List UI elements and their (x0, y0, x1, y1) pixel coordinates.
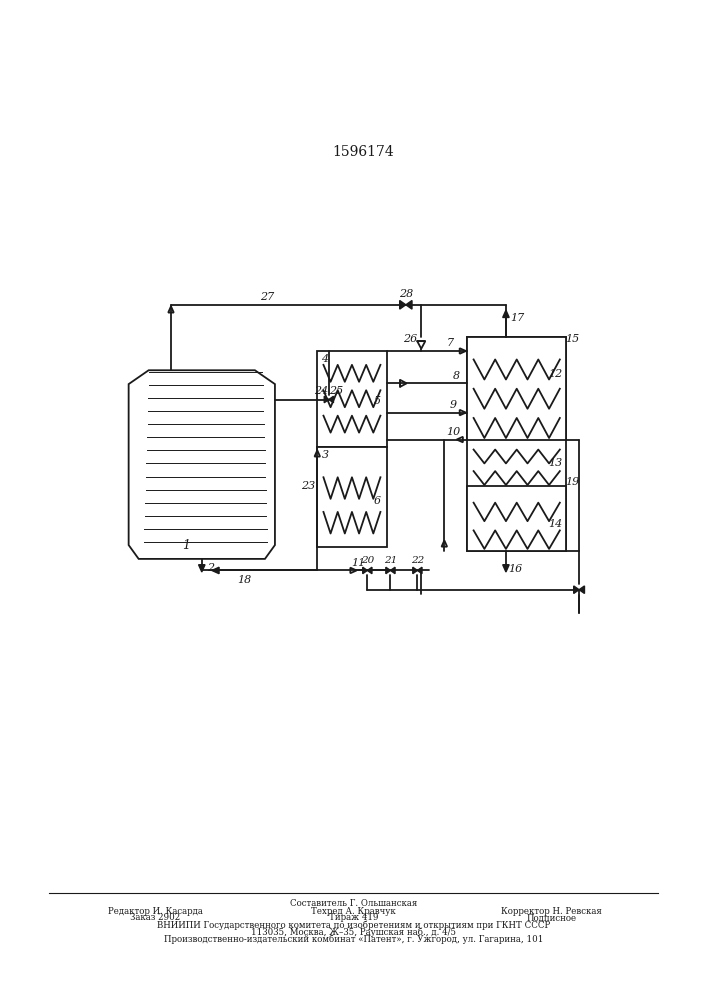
Polygon shape (325, 396, 329, 403)
Text: 4: 4 (322, 354, 329, 364)
Text: Корректор Н. Ревская: Корректор Н. Ревская (501, 906, 602, 916)
Polygon shape (363, 567, 368, 574)
Text: Составитель Г. Ольшанская: Составитель Г. Ольшанская (290, 900, 417, 908)
PathPatch shape (129, 370, 275, 559)
Text: Редактор И. Касарда: Редактор И. Касарда (108, 906, 203, 916)
Text: 26: 26 (403, 334, 418, 344)
Text: 28: 28 (399, 289, 413, 299)
Text: Техред А. Кравчук: Техред А. Кравчук (311, 906, 396, 916)
Bar (467, 486, 566, 551)
Text: 6: 6 (374, 496, 381, 506)
Text: 18: 18 (237, 575, 251, 585)
Polygon shape (503, 565, 509, 572)
Text: 15: 15 (565, 334, 579, 344)
Text: 27: 27 (260, 292, 274, 302)
Polygon shape (199, 565, 205, 572)
Polygon shape (386, 567, 390, 574)
Text: 7: 7 (447, 338, 454, 348)
Polygon shape (329, 396, 334, 403)
Text: 12: 12 (548, 369, 562, 379)
Polygon shape (579, 586, 585, 593)
Text: 17: 17 (510, 313, 525, 323)
Bar (317, 351, 387, 447)
Polygon shape (413, 567, 417, 574)
Text: 10: 10 (446, 427, 461, 437)
Text: Производственно-издательский комбинат «Патент», г. Ужгород, ул. Гагарина, 101: Производственно-издательский комбинат «П… (164, 934, 543, 944)
Bar (467, 337, 566, 551)
Polygon shape (399, 300, 406, 309)
Polygon shape (168, 306, 174, 313)
Polygon shape (400, 380, 407, 387)
Polygon shape (503, 310, 509, 317)
Polygon shape (460, 410, 466, 415)
Polygon shape (417, 567, 422, 574)
Text: 25: 25 (329, 386, 344, 396)
Polygon shape (573, 586, 579, 593)
Text: 13: 13 (548, 458, 562, 468)
Polygon shape (351, 568, 356, 573)
Polygon shape (368, 567, 372, 574)
Polygon shape (460, 348, 466, 354)
Text: 22: 22 (411, 556, 424, 565)
Text: 19: 19 (565, 477, 579, 487)
Polygon shape (406, 300, 412, 309)
Text: 113035, Москва, Ж–35, Раушская наб., д. 4/5: 113035, Москва, Ж–35, Раушская наб., д. … (251, 927, 456, 937)
Text: 3: 3 (322, 450, 329, 460)
Text: 9: 9 (450, 400, 457, 410)
Polygon shape (315, 450, 320, 457)
Polygon shape (212, 567, 219, 574)
Polygon shape (390, 567, 395, 574)
Text: 20: 20 (361, 556, 374, 565)
Text: Заказ 2902: Заказ 2902 (130, 914, 181, 922)
Text: 11: 11 (351, 558, 366, 568)
Text: 14: 14 (548, 519, 562, 529)
Text: 1596174: 1596174 (332, 145, 394, 159)
Text: ВНИИПИ Государственного комитета по изобретениям и открытиям при ГКНТ СССР: ВНИИПИ Государственного комитета по изоб… (157, 920, 550, 930)
Bar (467, 337, 566, 440)
Text: Подписное: Подписное (527, 914, 576, 922)
Polygon shape (457, 437, 463, 442)
Text: 23: 23 (301, 481, 315, 491)
Text: 2: 2 (207, 563, 215, 573)
Text: 1: 1 (182, 539, 190, 552)
Polygon shape (417, 341, 426, 349)
Text: 21: 21 (384, 556, 397, 565)
Text: 24: 24 (314, 386, 328, 396)
Bar (317, 447, 387, 547)
Text: 16: 16 (508, 564, 522, 574)
Text: 8: 8 (452, 371, 460, 381)
Text: Тираж 419: Тираж 419 (329, 914, 378, 922)
Polygon shape (442, 540, 447, 547)
Text: 5: 5 (374, 396, 381, 406)
